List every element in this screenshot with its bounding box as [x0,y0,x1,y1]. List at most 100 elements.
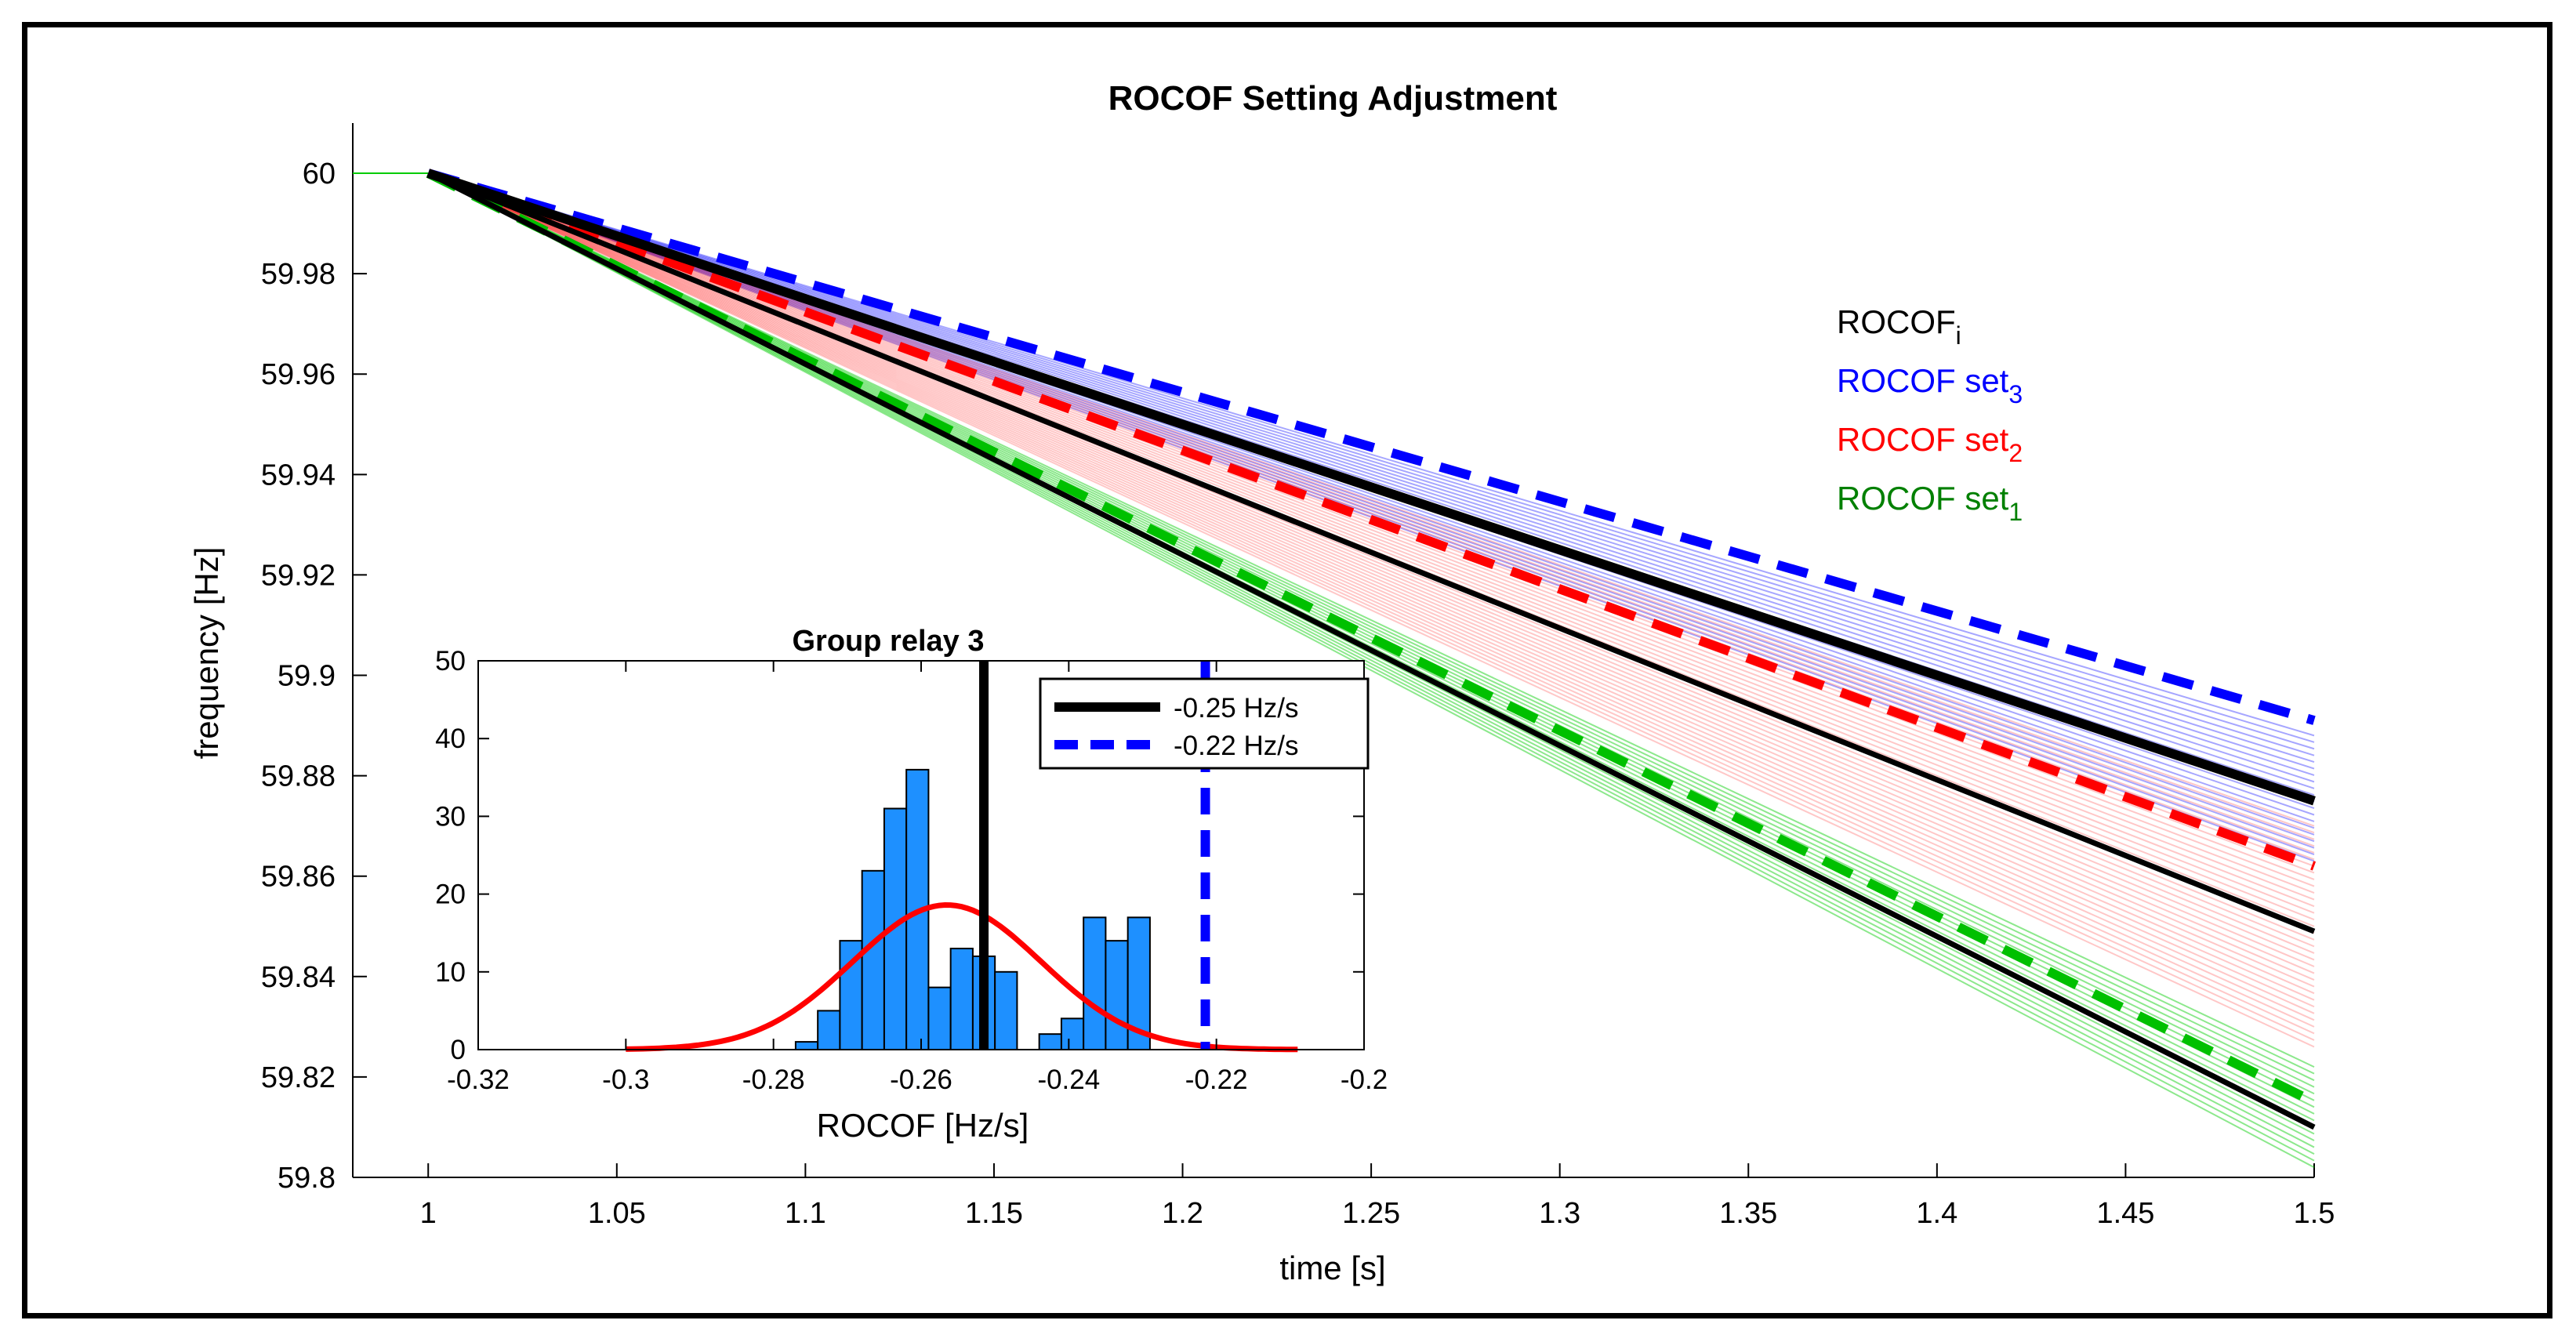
bundle-line [427,172,2315,1068]
bundle-line [427,172,2315,1048]
main-x-tick-label: 1.4 [1916,1197,1957,1230]
bundle-line [427,172,2315,1035]
main-chart-title: ROCOF Setting Adjustment [1108,79,1558,118]
main-x-tick-label: 1.5 [2294,1197,2335,1230]
bundle-line [427,172,2315,1028]
main-x-tick-label: 1.2 [1162,1197,1203,1230]
bundle-line [427,172,2315,908]
inset-legend: -0.25 Hz/s -0.22 Hz/s [1039,677,1370,770]
main-y-tick-label: 59.9 [278,660,336,693]
main-y-tick-label: 59.8 [278,1162,336,1195]
legend-entry-rocof-set3: ROCOF set3 [1837,362,2023,408]
main-y-tick-label: 59.84 [261,961,336,994]
inset-x-tick-label: -0.32 [447,1065,510,1095]
legend-entry-rocof-set3-sub: 3 [2008,380,2023,408]
bundle-line [427,172,2315,1014]
inset-legend-label-dashed: -0.22 Hz/s [1174,731,1299,761]
bundle-line [427,172,2315,1169]
main-x-tick-label: 1 [420,1197,437,1230]
bundle-line [427,172,2315,1155]
bundle-line [427,172,2315,763]
legend-entry-rocof-i-text: ROCOF [1837,303,1956,340]
bundle-line [427,172,2315,1148]
bundle-line [427,172,2315,1088]
main-x-axis-label: time [s] [1279,1250,1385,1286]
histogram-bar [1083,916,1107,1050]
inset-x-tick-label: -0.26 [890,1065,952,1095]
histogram-bar [1038,1033,1062,1051]
main-y-axis-label: frequency [Hz] [188,547,225,760]
main-y-tick-label: 59.98 [261,258,336,291]
inset-title: Group relay 3 [793,625,985,658]
bundle-line [427,172,2315,901]
inset-x-tick-label: -0.22 [1185,1065,1248,1095]
series-line [426,169,2316,725]
series-line [426,170,2316,1130]
bundle-line [427,172,2315,887]
bundle-line [427,172,2315,1021]
bundle-line [427,172,2315,961]
bundle-line [427,172,2315,840]
bundle-line [427,172,2315,1162]
bundle-line [427,172,2315,856]
legend-entry-rocof-i: ROCOFi [1837,303,1961,350]
inset-y-tick-label: 30 [435,801,466,832]
bundle-line [427,172,2315,854]
bundle-line [427,172,2315,880]
legend-entry-rocof-set2: ROCOF set2 [1837,421,2023,467]
main-x-tick-label: 1.25 [1342,1197,1400,1230]
histogram-bar [994,970,1018,1051]
series-line [426,169,2317,871]
inset-plot-area: -0.32 -0.3 -0.28 -0.26 -0.24 -0.22 -0.2 50 40 30 2… [435,646,1388,1095]
legend-entry-rocof-set2-sub: 2 [2008,439,2023,467]
bundle-line [427,172,2315,1108]
histogram-bar [817,1010,841,1051]
main-y-tick-label: 59.94 [261,459,336,491]
histogram-bar [949,948,974,1051]
bundle-line [427,172,2315,1101]
bundle-line [427,172,2315,756]
main-y-tick-label: 59.86 [261,861,336,894]
bundle-line [427,172,2315,954]
legend-entry-rocof-set3-text: ROCOF set [1837,362,2009,399]
bundle-line [427,172,2315,995]
legend-entry-rocof-set1-text: ROCOF set [1837,480,2009,517]
series-line [426,170,2316,934]
inset-legend-label-solid: -0.25 Hz/s [1174,693,1299,724]
histogram-bar [927,986,952,1051]
main-y-tick-label: 59.96 [261,358,336,391]
bundle-line [427,172,2315,1001]
bundle-line [427,172,2315,1082]
bundle-line [427,172,2315,1041]
bundle-line [427,172,2315,1008]
histogram-bar [1060,1017,1085,1050]
main-y-tick-label: 59.82 [261,1061,336,1094]
main-x-tick-label: 1.1 [785,1197,826,1230]
main-x-tick-label: 1.3 [1539,1197,1580,1230]
histogram-bar [861,869,885,1050]
main-y-tick-label: 59.92 [261,559,336,592]
histogram-bar [794,1041,819,1050]
legend-entry-rocof-set1: ROCOF set1 [1837,480,2023,526]
bundle-line [427,172,2315,849]
main-x-tick-label: 1.35 [1719,1197,1777,1230]
inset-y-tick-label: 50 [435,646,466,676]
bundle-line [427,172,2315,843]
inset-x-tick-label: -0.28 [742,1065,805,1095]
bundle-line [427,172,2315,1095]
inset-x-tick-label: -0.3 [602,1065,649,1095]
bundle-line [427,172,2315,988]
series-line [426,169,2316,806]
main-y-tick-label: 60 [303,158,336,190]
inset-y-tick-label: 20 [435,880,466,910]
main-x-tick-label: 1.15 [965,1197,1023,1230]
bundle-line [427,172,2315,834]
main-x-tick-label: 1.05 [588,1197,646,1230]
inset-histogram: Group relay 3 ROCOF [Hz/s] -0.32 -0.3 -0.2… [435,625,1388,1144]
inset-x-tick-label: -0.2 [1341,1065,1388,1095]
inset-x-tick-label: -0.24 [1037,1065,1100,1095]
legend-entry-rocof-set2-text: ROCOF set [1837,421,2009,458]
bundle-line [427,172,2315,770]
bundle-line [427,172,2315,981]
